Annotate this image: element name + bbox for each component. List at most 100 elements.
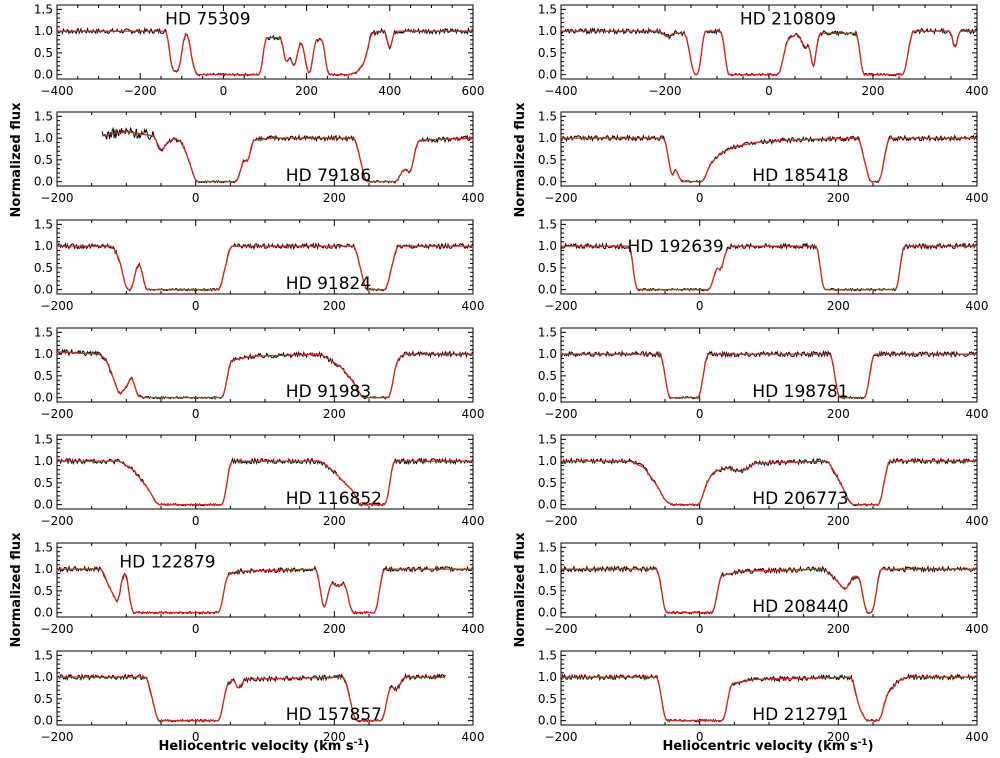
x-axis-label-sup: -1 (354, 738, 364, 748)
star-name-label: HD 91983 (286, 382, 371, 402)
x-tick-label: 200 (827, 299, 850, 313)
star-name-label: HD 212791 (752, 705, 848, 725)
star-name-label: HD 79186 (286, 166, 371, 186)
y-axis-label-bottom: Normalized flux (9, 532, 24, 648)
model-fit-line (57, 460, 473, 506)
model-fit-line (57, 30, 473, 76)
panel-hd-212791: 0.0 0.5 1.0 1.5 −200 0 200 400 HD 212791 (538, 648, 989, 744)
x-tick-label: 0 (765, 84, 773, 98)
y-tick-label: 1.5 (538, 109, 557, 123)
y-tick-label: 1.0 (34, 239, 53, 253)
y-tick-label: 1.0 (538, 131, 557, 145)
observed-spectrum-line (561, 564, 977, 615)
x-tick-label: 0 (696, 407, 704, 421)
star-name-label: HD 185418 (752, 166, 848, 186)
observed-spectrum-line (57, 241, 473, 292)
x-tick-label: 400 (462, 299, 485, 313)
observed-spectrum-line (561, 241, 977, 292)
y-tick-label: 0.0 (538, 606, 557, 620)
y-tick-label: 1.0 (34, 24, 53, 38)
panel-hd-91983: 0.0 0.5 1.0 1.5 −200 0 200 400 HD 91983 (34, 325, 485, 421)
model-fit-line (561, 353, 977, 399)
star-name-label: HD 116852 (286, 489, 382, 509)
x-tick-label: −200 (124, 84, 157, 98)
y-tick-label: 1.0 (34, 562, 53, 576)
x-axis-label-right: Heliocentric velocity (km s-1) (662, 738, 873, 754)
y-tick-label: 1.5 (538, 2, 557, 16)
y-tick-label: 0.5 (34, 584, 53, 598)
x-tick-label: −200 (41, 730, 74, 744)
model-fit-line (57, 351, 473, 399)
y-axis-label-right-bottom: Normalized flux (513, 532, 528, 648)
x-tick-label: −200 (41, 514, 74, 528)
x-tick-label: 200 (323, 191, 346, 205)
observed-spectrum-line (561, 26, 977, 77)
y-tick-label: 0.0 (538, 714, 557, 728)
y-tick-label: 1.5 (34, 217, 53, 231)
star-name-label: HD 91824 (286, 274, 371, 294)
x-tick-label: 0 (696, 730, 704, 744)
plot-frame (56, 650, 474, 726)
y-tick-label: 1.0 (538, 454, 557, 468)
x-axis-label-main: Heliocentric velocity (km s (662, 739, 857, 754)
x-tick-label: 0 (192, 191, 200, 205)
x-tick-label: 200 (827, 407, 850, 421)
y-tick-label: 0.0 (34, 175, 53, 189)
x-tick-label: 400 (462, 622, 485, 636)
x-tick-label: −200 (41, 407, 74, 421)
x-tick-label: 0 (220, 84, 228, 98)
y-tick-label: 0.0 (538, 68, 557, 82)
plot-frame (56, 111, 474, 187)
x-tick-label: 400 (462, 514, 485, 528)
star-name-label: HD 206773 (752, 489, 848, 509)
x-tick-label: −200 (545, 730, 578, 744)
x-tick-label: 200 (827, 191, 850, 205)
y-tick-label: 1.5 (34, 109, 53, 123)
y-tick-label: 1.0 (34, 131, 53, 145)
x-tick-label: 400 (966, 514, 989, 528)
panel-hd-185418: 0.0 0.5 1.0 1.5 −200 0 200 400 HD 185418 (538, 109, 989, 205)
y-tick-label: 0.5 (34, 261, 53, 275)
x-tick-label: −200 (545, 299, 578, 313)
y-tick-label: 0.0 (538, 283, 557, 297)
x-tick-label: −400 (545, 84, 578, 98)
panel-hd-91824: 0.0 0.5 1.0 1.5 −200 0 200 400 HD 91824 (34, 217, 485, 313)
y-tick-label: 1.5 (34, 648, 53, 662)
panel-hd-198781: 0.0 0.5 1.0 1.5 −200 0 200 400 HD 198781 (538, 325, 989, 421)
x-tick-label: 0 (696, 191, 704, 205)
x-tick-label: 200 (323, 514, 346, 528)
y-tick-label: 0.5 (538, 46, 557, 60)
y-tick-label: 0.5 (538, 369, 557, 383)
x-tick-label: −400 (41, 84, 74, 98)
y-tick-label: 1.5 (34, 2, 53, 16)
y-tick-label: 1.5 (34, 432, 53, 446)
y-tick-label: 1.0 (538, 670, 557, 684)
x-tick-label: 0 (696, 622, 704, 636)
star-name-label: HD 208440 (752, 597, 848, 617)
panel-hd-206773: 0.0 0.5 1.0 1.5 −200 0 200 400 HD 206773 (538, 432, 989, 528)
x-tick-label: 200 (862, 84, 885, 98)
plot-frame (56, 219, 474, 295)
panel-hd-79186: 0.0 0.5 1.0 1.5 −200 0 200 400 HD 79186 (34, 109, 485, 205)
y-tick-label: 0.5 (538, 692, 557, 706)
x-tick-label: −200 (41, 299, 74, 313)
x-tick-label: −200 (545, 622, 578, 636)
x-axis-label-sup: -1 (858, 738, 868, 748)
x-tick-label: 200 (323, 730, 346, 744)
observed-spectrum-line (561, 349, 977, 400)
x-tick-label: 0 (192, 730, 200, 744)
x-axis-label-left: Heliocentric velocity (km s-1) (158, 738, 369, 754)
y-tick-label: 0.5 (538, 476, 557, 490)
x-tick-label: −200 (41, 191, 74, 205)
x-tick-label: 0 (696, 514, 704, 528)
y-tick-label: 0.0 (34, 714, 53, 728)
x-tick-label: 200 (323, 622, 346, 636)
y-tick-label: 0.5 (538, 261, 557, 275)
model-fit-line (561, 137, 977, 183)
model-fit-line (561, 30, 977, 76)
star-name-label: HD 75309 (165, 9, 250, 29)
y-tick-label: 0.5 (34, 153, 53, 167)
x-tick-label: 200 (827, 514, 850, 528)
